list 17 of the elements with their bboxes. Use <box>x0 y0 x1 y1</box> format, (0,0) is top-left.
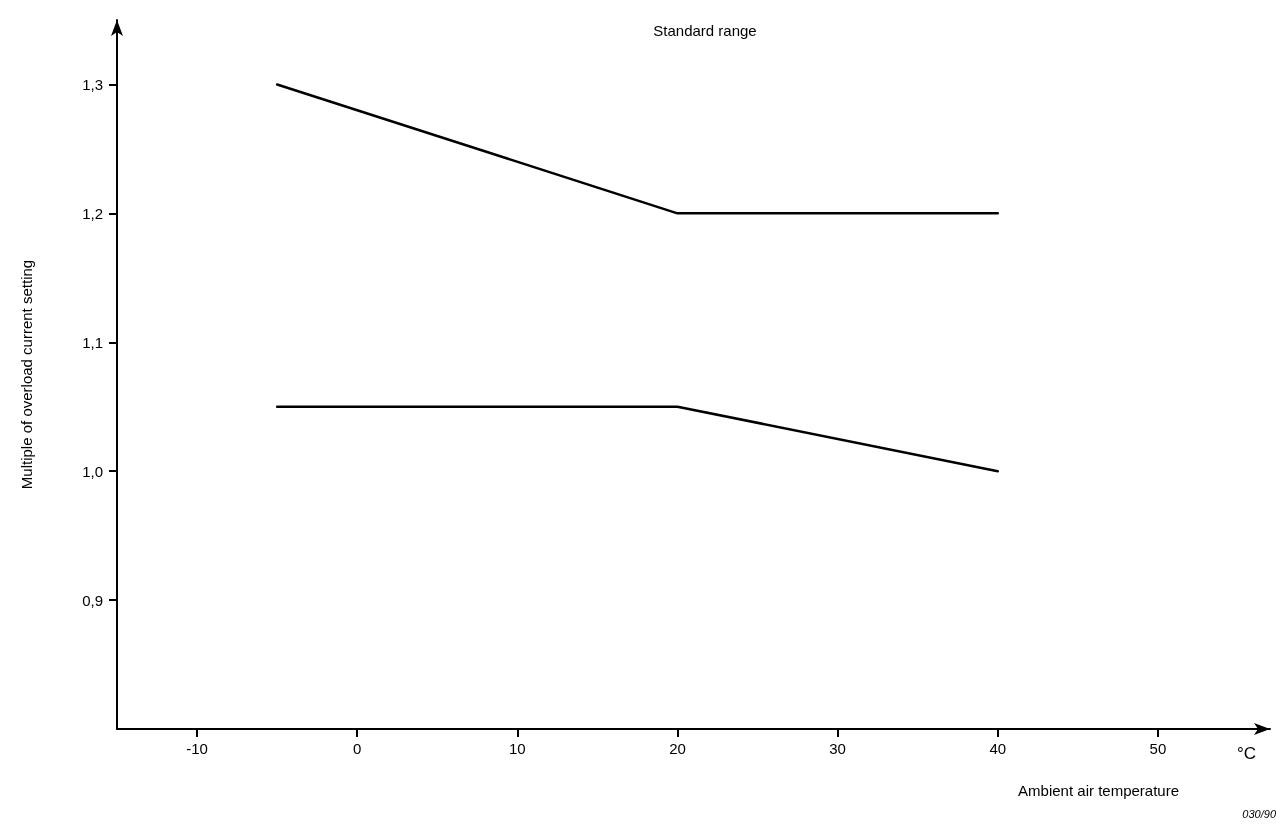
text: 030/90 <box>1242 807 1276 820</box>
y-tick-label: 1,2 <box>82 204 103 222</box>
y-tick-label: 1,1 <box>82 333 103 351</box>
x-tick-label: 40 <box>989 740 1007 757</box>
y-tick-label: 1,3 <box>82 75 103 93</box>
x-tick-label: 20 <box>669 740 686 757</box>
x-tick-label: -10 <box>186 740 208 757</box>
y-axis-title: Multiple of overload current setting <box>17 259 35 490</box>
y-tick-label: 0,9 <box>82 591 103 609</box>
x-tick-label: 50 <box>1149 740 1167 757</box>
y-tick-label: 1,0 <box>82 462 103 480</box>
text: °C <box>1236 744 1256 763</box>
x-axis-title: Ambient air temperature <box>1018 782 1179 799</box>
chart-title: Standard range <box>653 22 757 39</box>
x-tick-label: 30 <box>829 740 846 757</box>
x-tick-label: 10 <box>509 740 526 757</box>
x-tick-label: 0 <box>353 740 362 757</box>
